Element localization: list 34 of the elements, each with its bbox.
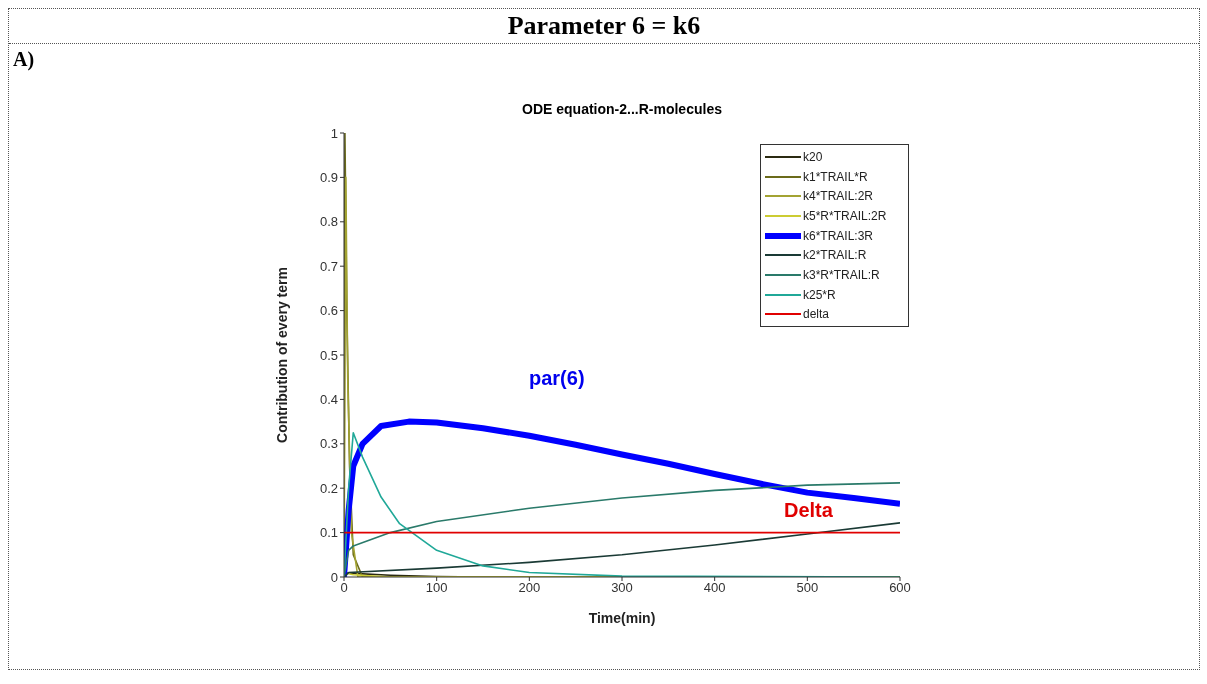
- legend-label: k20: [803, 149, 823, 164]
- x-tick-label: 400: [703, 580, 726, 596]
- y-tick-label: 0.4: [319, 392, 338, 408]
- legend-label: k5*R*TRAIL:2R: [803, 208, 887, 223]
- annotation: Delta: [784, 499, 833, 522]
- text: A): [12, 47, 36, 73]
- y-tick-label: 0: [330, 569, 338, 585]
- y-tick-label: 0.5: [319, 347, 338, 363]
- annotation: par(6): [529, 367, 585, 390]
- x-axis-title: Time(min): [588, 610, 656, 626]
- text: Parameter 6 = k6: [9, 9, 1199, 44]
- y-tick-label: 0.1: [319, 525, 338, 541]
- legend-label: k3*R*TRAIL:R: [803, 267, 880, 282]
- y-axis-title: Contribution of every term: [273, 267, 290, 443]
- y-tick-label: 0.7: [319, 258, 338, 274]
- y-tick-label: 0.3: [319, 436, 338, 452]
- x-tick-label: 500: [796, 580, 819, 596]
- y-tick-label: 0.8: [319, 214, 338, 230]
- legend-label: k25*R: [803, 287, 836, 302]
- legend-label: k2*TRAIL:R: [803, 248, 867, 263]
- x-tick-label: 100: [425, 580, 448, 596]
- y-tick-label: 1: [330, 125, 338, 141]
- x-tick-label: 300: [611, 580, 633, 596]
- x-tick-label: 200: [518, 580, 541, 596]
- x-tick-label: 600: [889, 580, 911, 596]
- chart-title: ODE equation-2...R-molecules: [521, 101, 723, 117]
- y-tick-label: 0.6: [319, 303, 338, 319]
- legend-label: k6*TRAIL:3R: [803, 228, 874, 243]
- legend-label: delta: [803, 307, 830, 322]
- x-tick-label: 0: [340, 580, 348, 596]
- legend-label: k4*TRAIL:2R: [803, 189, 874, 204]
- y-tick-label: 0.2: [319, 480, 338, 496]
- y-tick-label: 0.9: [319, 170, 338, 186]
- legend-label: k1*TRAIL*R: [803, 169, 868, 184]
